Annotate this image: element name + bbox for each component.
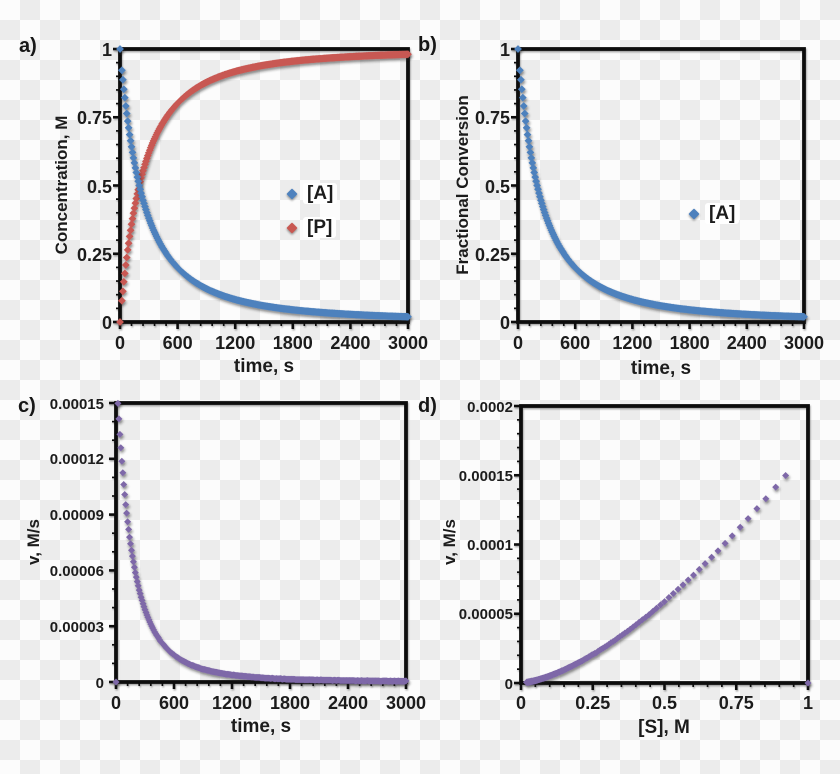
legend-marker-P-icon (286, 221, 298, 234)
x-tick-label-c: 0 (110, 693, 121, 713)
x-tick-label-c: 600 (158, 693, 190, 713)
y-tick-label-d: 0.0001 (467, 537, 513, 554)
y-tick-label-c: 0.00015 (49, 395, 104, 413)
panel-label-d: d) (418, 395, 437, 417)
y-tick-label-c: 0.00012 (49, 451, 104, 469)
x-tick-label-d: 0.25 (575, 693, 611, 713)
y-tick-label-d: 0.0002 (467, 398, 513, 416)
series-d-vvsS (523, 472, 812, 687)
plot-frame-a (113, 47, 410, 329)
x-tick-label-b: 0 (512, 333, 523, 353)
legend-label-P: [P] (303, 217, 337, 238)
y-tick-label-a: 1 (101, 40, 112, 60)
plot-frame-d (514, 404, 810, 690)
x-tick-label-b: 1200 (612, 333, 653, 353)
y-tick-label-b: 0.5 (484, 176, 510, 197)
x-tick-label-d: 1 (802, 693, 813, 713)
y-tick-label-d: 0.00005 (458, 606, 513, 624)
legend-item-P: [P] (286, 217, 337, 238)
legend-marker-A-icon (286, 187, 298, 200)
x-tick-label-a: 2400 (330, 333, 371, 353)
x-tick-label-c: 2400 (327, 693, 369, 713)
x-tick-label-a: 600 (162, 333, 193, 353)
y-tick-label-b: 1 (499, 40, 510, 60)
x-tick-label-a: 1200 (215, 333, 256, 353)
y-tick-label-a: 0.25 (76, 244, 112, 265)
y-tick-label-d: 0.00015 (458, 467, 513, 485)
y-tick-label-b: 0 (499, 313, 510, 333)
legend-item-A: [A] (688, 203, 740, 224)
x-tick-label-a: 0 (114, 333, 125, 353)
y-tick-label-a: 0 (101, 313, 112, 333)
panel-label-b: b) (418, 34, 437, 56)
legend-panel-b: [A] (688, 203, 740, 224)
x-tick-label-d: 0.75 (718, 693, 754, 713)
x-tick-label-b: 600 (560, 333, 591, 353)
x-tick-label-a: 1800 (272, 333, 313, 353)
y-tick-label-b: 0.25 (474, 244, 510, 265)
legend-marker-A-icon (688, 207, 700, 220)
x-tick-label-c: 1200 (211, 693, 253, 713)
y-tick-label-c: 0.00003 (49, 618, 104, 636)
x-axis-title-c: time, s (230, 716, 292, 737)
series-a-P (116, 50, 412, 326)
y-tick-label-a: 0.5 (86, 176, 112, 197)
x-tick-label-d: 0.5 (651, 693, 678, 713)
x-axis-title-b: time, s (630, 358, 692, 379)
x-axis-title-a: time, s (233, 356, 295, 377)
x-tick-label-d: 0 (515, 693, 526, 713)
series-c-v (112, 399, 410, 686)
y-tick-label-b: 0.75 (474, 108, 510, 129)
x-tick-label-c: 1800 (269, 693, 311, 713)
y-tick-label-c: 0.00009 (49, 507, 104, 525)
x-tick-label-a: 3000 (387, 333, 429, 353)
y-tick-label-d: 0 (504, 675, 513, 693)
legend-label-A: [A] (705, 203, 740, 224)
plot-frame-b (511, 47, 806, 329)
y-tick-label-c: 0.00006 (49, 562, 104, 580)
legend-panel-a: [A] [P] (286, 183, 338, 238)
legend-item-A: [A] (286, 183, 338, 204)
y-tick-label-c: 0 (95, 674, 104, 692)
panel-label-c: c) (18, 395, 36, 417)
series-a-A (116, 45, 412, 321)
y-tick-label-a: 0.75 (76, 108, 112, 129)
y-axis-title-c: v, M/s (24, 519, 43, 565)
x-tick-label-b: 3000 (783, 333, 825, 353)
panel-label-a: a) (19, 35, 37, 57)
x-axis-title-d: [S], M (638, 717, 690, 738)
plot-frame-c (109, 401, 408, 689)
legend-label-A: [A] (303, 183, 338, 204)
x-tick-label-b: 2400 (726, 333, 767, 353)
series-b-A (514, 45, 808, 321)
x-tick-label-b: 1800 (669, 333, 710, 353)
x-tick-label-c: 3000 (385, 693, 427, 713)
